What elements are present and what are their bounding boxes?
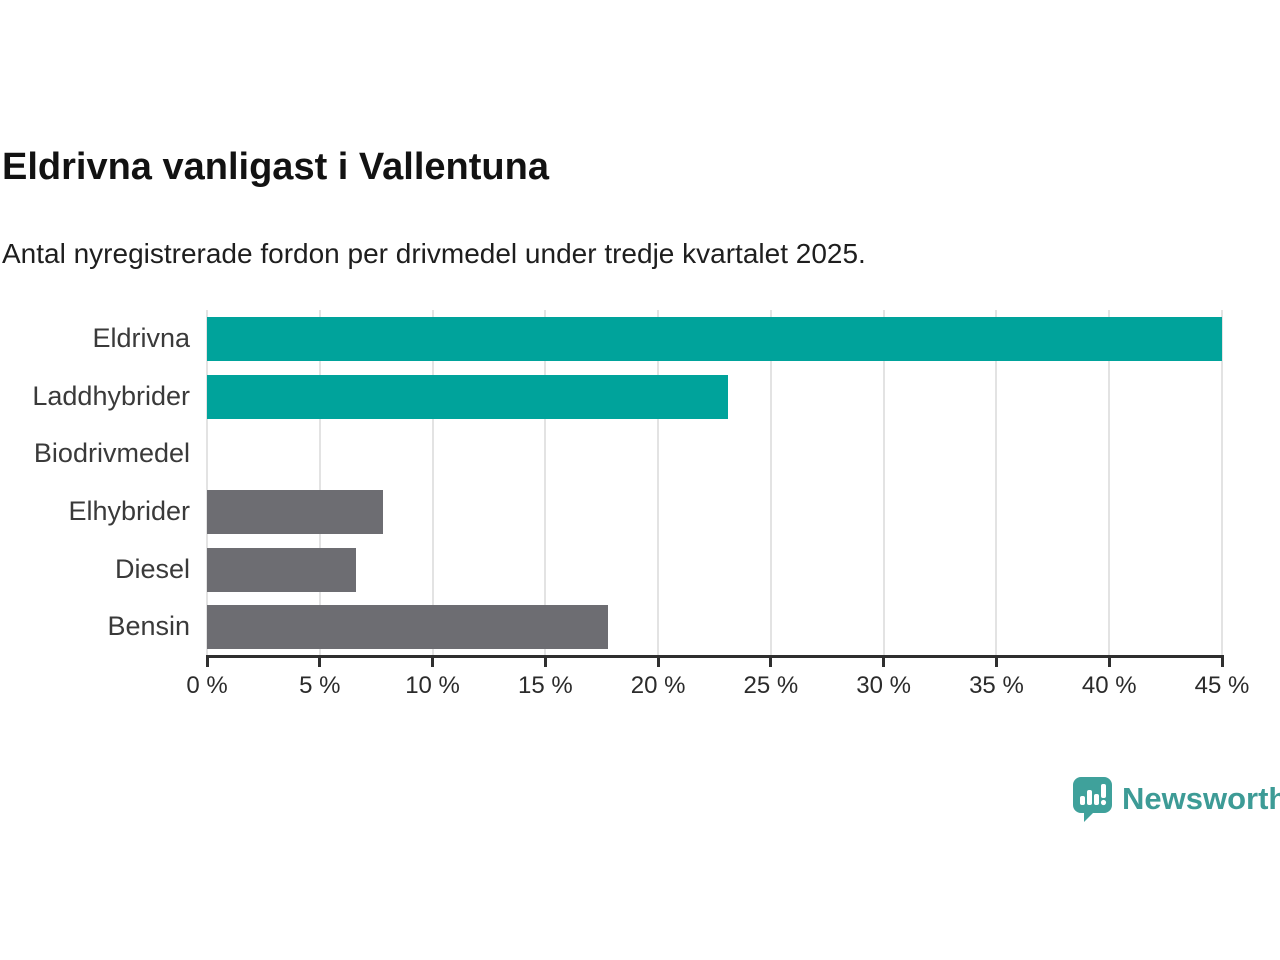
x-axis-tick-label-20: 20 %	[630, 672, 686, 699]
x-axis-tick-15	[543, 658, 547, 667]
bar-bensin	[207, 605, 609, 650]
x-axis-tick-label-40: 40 %	[1081, 672, 1137, 699]
x-axis-tick-label-15: 15 %	[517, 672, 573, 699]
gridline-10	[431, 310, 434, 656]
x-axis-tick-30	[882, 658, 886, 667]
bar-elhybrider	[207, 489, 383, 534]
category-label-elhybrider: Elhybrider	[68, 496, 190, 526]
x-axis-tick-label-5: 5 %	[299, 672, 341, 699]
gridline-20	[657, 310, 660, 656]
x-axis-tick-5	[318, 658, 322, 667]
gridline-35	[995, 310, 998, 656]
gridline-5	[318, 310, 321, 656]
x-axis-tick-label-10: 10 %	[405, 672, 460, 699]
x-axis-tick-label-45: 45 %	[1194, 672, 1250, 699]
chart-title: Eldrivna vanligast i Vallentuna	[2, 146, 549, 188]
chart-subtitle: Antal nyregistrerade fordon per drivmede…	[2, 238, 866, 269]
x-axis-tick-10	[431, 658, 435, 667]
gridline-40	[1108, 310, 1111, 656]
category-label-laddhybrider: Laddhybrider	[32, 380, 190, 411]
x-axis-tick-0	[205, 658, 209, 667]
bar-diesel	[207, 547, 356, 592]
gridline-45	[1221, 310, 1223, 656]
x-axis-tick-label-35: 35 %	[969, 672, 1024, 699]
gridline-15	[544, 310, 547, 656]
x-axis-tick-40	[1107, 658, 1111, 667]
x-axis-tick-label-30: 30 %	[856, 672, 911, 699]
category-label-biodrivmedel: Biodrivmedel	[33, 438, 190, 469]
x-axis-tick-label-0: 0 %	[186, 672, 228, 699]
newsworthy-logo-icon	[1073, 777, 1112, 822]
x-axis-tick-45	[1220, 658, 1224, 667]
category-label-diesel: Diesel	[114, 553, 190, 584]
newsworthy-wordmark: Newsworthy	[1122, 781, 1280, 816]
gridline-25	[769, 310, 772, 656]
gridline-30	[882, 310, 885, 656]
bar-laddhybrider	[207, 374, 729, 419]
x-axis-line	[205, 655, 1224, 658]
x-axis-tick-25	[769, 658, 773, 667]
x-axis-tick-35	[994, 658, 998, 667]
gridline-0	[206, 310, 208, 656]
newsworthy-branding: Newsworthy	[1072, 776, 1280, 822]
x-axis-tick-label-25: 25 %	[743, 672, 799, 699]
category-label-eldrivna: Eldrivna	[92, 323, 190, 353]
bar-eldrivna	[207, 316, 1222, 361]
category-label-bensin: Bensin	[107, 611, 190, 642]
x-axis-tick-20	[656, 658, 660, 667]
